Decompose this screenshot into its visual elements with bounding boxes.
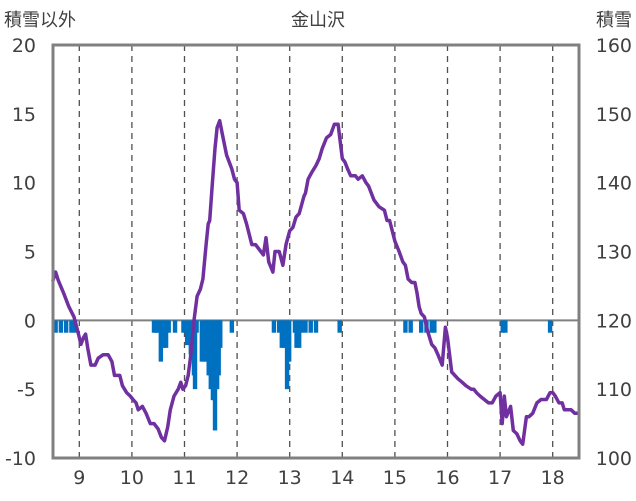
grid: [53, 45, 579, 458]
bar: [229, 320, 235, 333]
bar: [218, 320, 223, 348]
left-tick-label: 15: [12, 104, 36, 126]
x-tick-label: 14: [330, 467, 354, 489]
bar: [282, 320, 287, 348]
x-tick-label: 10: [120, 467, 144, 489]
bar: [299, 320, 304, 333]
bar: [432, 320, 437, 333]
x-tick-label: 15: [383, 467, 407, 489]
bar: [408, 320, 413, 333]
left-axis-label: 積雪以外: [4, 10, 76, 31]
bar: [181, 320, 186, 333]
right-tick-label: 110: [596, 379, 632, 401]
bar: [53, 320, 58, 333]
bar: [63, 320, 69, 333]
bar: [161, 320, 166, 348]
bar: [286, 320, 292, 362]
bar: [194, 320, 199, 333]
bar: [313, 320, 319, 333]
bar: [172, 320, 178, 333]
x-tick-label: 16: [435, 467, 459, 489]
bar: [69, 320, 74, 333]
bar: [279, 320, 285, 348]
right-tick-label: 160: [596, 35, 632, 57]
left-tick-label: -5: [17, 379, 36, 401]
bar: [403, 320, 408, 333]
bar: [184, 320, 190, 346]
bar: [158, 320, 164, 362]
left-tick-label: 10: [12, 173, 36, 195]
bar: [271, 320, 277, 333]
bar: [199, 320, 205, 362]
bar: [166, 320, 171, 333]
bar: [58, 320, 64, 333]
bar: [294, 320, 299, 348]
bar: [308, 320, 313, 333]
bar: [216, 320, 221, 376]
right-axis-label: 積雪: [596, 10, 632, 31]
x-tick-label: 12: [225, 467, 249, 489]
snow-line: [51, 118, 580, 446]
bar: [419, 320, 424, 333]
bar: [429, 320, 434, 333]
chart-title: 金山沢: [291, 10, 345, 31]
bar: [156, 320, 161, 333]
line-series: [51, 118, 580, 446]
left-tick-label: 5: [24, 242, 36, 264]
x-tick-label: 11: [172, 467, 196, 489]
bar: [500, 320, 505, 333]
plot-frame: [51, 43, 581, 460]
right-tick-label: 150: [596, 104, 632, 126]
bar: [337, 320, 342, 333]
right-tick-label: 120: [596, 310, 632, 332]
bar: [503, 320, 508, 333]
x-tick-label: 13: [278, 467, 302, 489]
bar-series: [53, 320, 553, 431]
x-tick-label: 18: [541, 467, 565, 489]
bar: [163, 320, 169, 348]
right-tick-label: 100: [596, 448, 632, 470]
bar: [547, 320, 553, 333]
left-tick-label: 20: [12, 35, 36, 57]
bar: [192, 320, 198, 390]
bar: [276, 320, 282, 333]
right-tick-label: 130: [596, 242, 632, 264]
left-tick-labels: -10 -5 0 5 10 15 20: [5, 35, 36, 470]
x-tick-label: 9: [73, 467, 85, 489]
x-tick-label: 17: [488, 467, 512, 489]
bar: [296, 320, 302, 348]
x-tick-labels: 9 10 11 12 13 14 15 16 17 18: [73, 467, 565, 489]
right-tick-labels: 100 110 120 130 140 150 160: [596, 35, 632, 470]
left-tick-label: 0: [24, 310, 36, 332]
right-tick-label: 140: [596, 173, 632, 195]
left-tick-label: -10: [5, 448, 36, 470]
bar: [303, 320, 308, 333]
